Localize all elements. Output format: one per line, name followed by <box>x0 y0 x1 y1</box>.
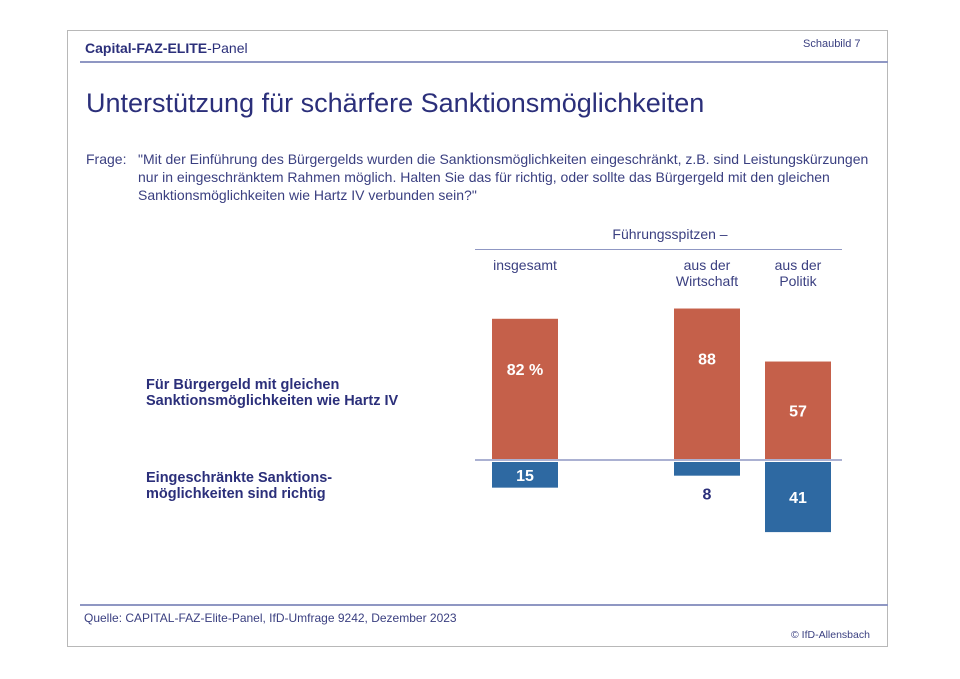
brand-rest: -Panel <box>207 40 248 56</box>
bar-0-2 <box>765 361 831 459</box>
slide-frame <box>67 30 888 647</box>
data-label-1-1: 8 <box>703 487 712 504</box>
bar-1-2 <box>765 462 831 533</box>
category-label-1: aus der Wirtschaft <box>675 257 739 289</box>
brand-label: Capital-FAZ-ELITE-Panel <box>85 40 248 56</box>
data-label-0-1: 88 <box>698 352 716 369</box>
series-label-1: Eingeschränkte Sanktions-möglichkeiten s… <box>146 470 333 502</box>
data-label-0-2: 57 <box>789 403 807 420</box>
footer-divider <box>80 604 888 606</box>
bar-1-1 <box>674 462 740 476</box>
page-title: Unterstützung für schärfere Sanktionsmög… <box>86 88 705 118</box>
bar-0-1 <box>674 308 740 459</box>
question-text: "Mit der Einführung des Bürgergelds wurd… <box>138 151 869 203</box>
figure-label: Schaubild 7 <box>803 38 861 50</box>
data-label-0-0: 82 % <box>507 362 543 379</box>
copyright: © IfD-Allensbach <box>791 629 870 641</box>
header-divider <box>80 61 888 63</box>
category-label-0: insgesamt <box>493 257 557 273</box>
group-divider <box>475 249 842 250</box>
brand-bold: Capital-FAZ-ELITE <box>85 40 208 56</box>
data-label-1-2: 41 <box>789 490 807 507</box>
category-label-2: aus der Politik <box>774 257 822 289</box>
series-label-0: Für Bürgergeld mit gleichen Sanktionsmög… <box>146 377 399 409</box>
bar-1-0 <box>492 462 558 488</box>
data-label-1-0: 15 <box>516 468 534 485</box>
bar-0-0 <box>492 318 558 459</box>
question-label: Frage: <box>86 151 127 167</box>
source-note: Quelle: CAPITAL-FAZ-Elite-Panel, IfD-Umf… <box>84 611 457 625</box>
group-header: Führungsspitzen – <box>612 226 728 242</box>
